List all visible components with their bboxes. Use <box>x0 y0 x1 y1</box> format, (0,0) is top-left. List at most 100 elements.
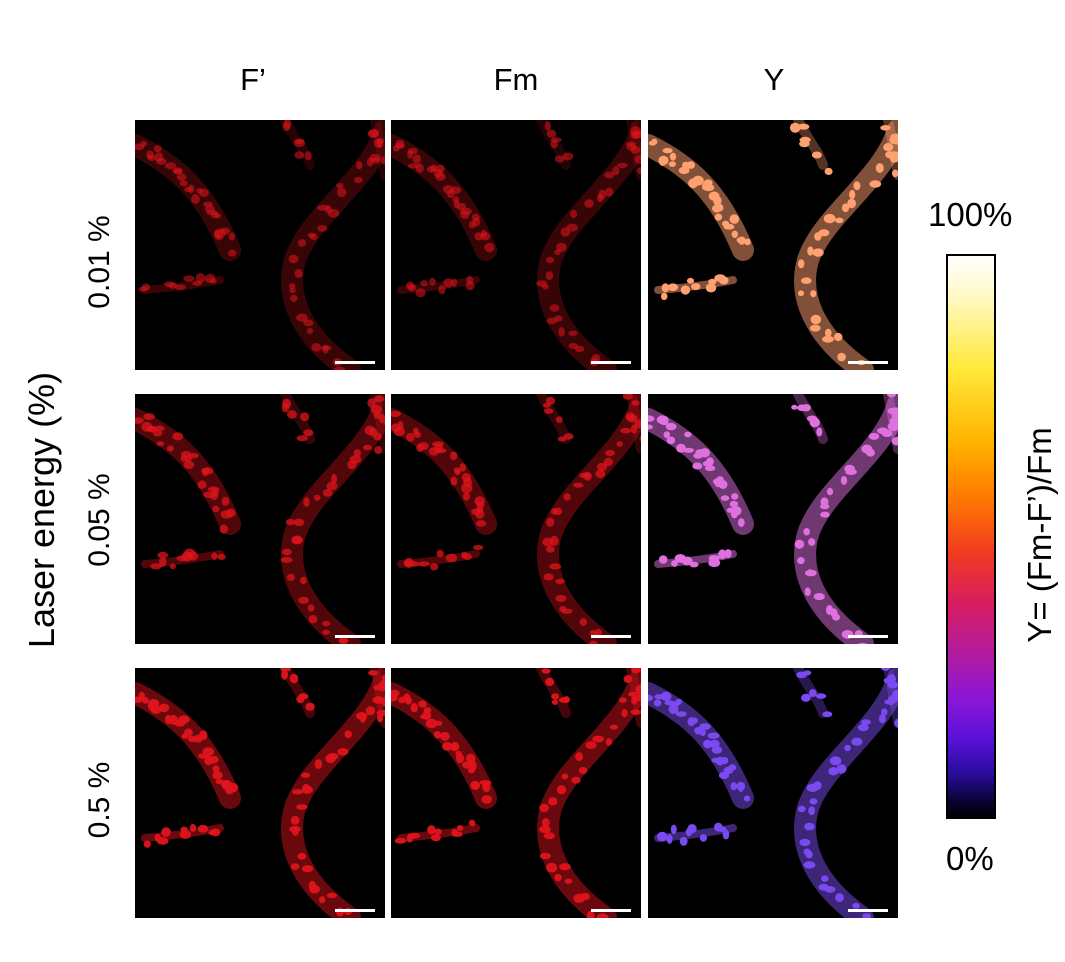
cell-shape <box>326 892 338 899</box>
cell-shape <box>344 730 352 739</box>
colorbar-min-label: 0% <box>946 840 994 877</box>
cell-shape <box>306 327 313 334</box>
cell-shape <box>549 304 560 312</box>
cell-shape <box>628 691 637 697</box>
cell-shape <box>376 713 384 723</box>
cell-shape <box>883 677 896 684</box>
cell-shape <box>605 738 612 746</box>
cell-shape <box>282 548 292 556</box>
cell-shape <box>445 553 458 563</box>
cell-shape <box>675 711 687 717</box>
cell-shape <box>580 892 590 901</box>
cell-shape <box>808 538 816 546</box>
cell-shape <box>303 319 314 327</box>
cell-shape <box>622 394 633 400</box>
cell-shape <box>554 873 562 882</box>
cell-shape <box>551 693 560 700</box>
cell-shape <box>228 249 237 257</box>
cell-shape <box>717 826 727 832</box>
cell-shape <box>668 161 676 167</box>
cell-shape <box>381 674 385 682</box>
cell-shape <box>211 552 218 560</box>
cell-shape <box>562 152 574 161</box>
vessel-shape <box>370 120 385 180</box>
cell-shape <box>819 503 830 510</box>
cell-shape <box>438 285 446 295</box>
cell-shape <box>708 278 717 285</box>
cell-shape <box>150 705 162 714</box>
cell-shape <box>570 209 578 219</box>
cell-shape <box>716 476 724 484</box>
cell-shape <box>662 147 673 154</box>
cell-shape <box>368 128 380 138</box>
cell-shape <box>305 702 315 711</box>
cell-shape <box>894 718 898 728</box>
cell-shape <box>563 696 570 704</box>
cell-shape <box>317 225 328 232</box>
cell-shape <box>634 155 641 164</box>
cell-shape <box>545 271 554 281</box>
cell-shape <box>743 795 751 802</box>
cell-shape <box>551 508 558 515</box>
micrograph-image <box>135 120 385 370</box>
cell-shape <box>451 278 458 287</box>
cell-shape <box>801 693 811 702</box>
cell-shape <box>862 913 872 918</box>
cell-shape <box>426 165 436 173</box>
cell-shape <box>333 366 346 370</box>
cell-shape <box>189 823 197 832</box>
cell-shape <box>670 824 677 835</box>
cell-shape <box>176 173 187 181</box>
cell-shape <box>539 825 551 834</box>
colorbar-title: Y= (Fm-F’)/Fm <box>1021 427 1058 643</box>
cell-shape <box>543 832 555 840</box>
cell-shape <box>379 680 385 690</box>
cell-shape <box>631 400 640 406</box>
column-header-f-prime: F’ <box>240 62 266 97</box>
cell-shape <box>418 561 430 567</box>
cell-shape <box>830 608 838 619</box>
cell-shape <box>835 217 844 224</box>
cell-shape <box>143 840 151 848</box>
micrograph-image <box>648 668 898 918</box>
cell-shape <box>281 669 289 680</box>
cell-shape <box>475 520 487 527</box>
cell-shape <box>289 825 301 833</box>
cell-shape <box>146 150 154 160</box>
cell-shape <box>210 828 221 837</box>
cell-shape <box>849 189 856 200</box>
cell-shape <box>365 706 376 716</box>
cell-shape <box>738 518 745 528</box>
cell-shape <box>135 143 145 151</box>
cell-shape <box>461 483 473 494</box>
cell-shape <box>317 204 329 211</box>
cell-shape <box>603 457 613 467</box>
cell-shape <box>878 714 886 724</box>
cell-shape <box>555 578 565 584</box>
cell-shape <box>322 620 331 627</box>
cell-shape <box>298 596 310 604</box>
cell-shape <box>210 492 218 501</box>
cell-shape <box>173 168 183 175</box>
cell-shape <box>381 697 385 707</box>
cell-shape <box>639 435 641 442</box>
cell-shape <box>475 509 485 519</box>
cell-shape <box>169 563 176 570</box>
cell-shape <box>671 560 678 567</box>
cell-shape <box>303 497 310 507</box>
cell-shape <box>184 186 193 192</box>
cell-shape <box>666 436 676 445</box>
cell-shape <box>823 213 836 224</box>
cell-shape <box>653 699 662 707</box>
cell-shape <box>296 313 308 322</box>
cell-shape <box>707 732 720 739</box>
cell-shape <box>391 410 401 417</box>
cell-shape <box>833 332 843 342</box>
cell-shape <box>187 551 199 561</box>
row-label-0.05: 0.05 % <box>83 473 116 567</box>
micrograph-image <box>135 394 385 644</box>
cell-shape <box>301 865 314 873</box>
cell-shape <box>803 528 810 536</box>
micrograph-image <box>391 120 641 370</box>
cell-shape <box>156 837 169 845</box>
